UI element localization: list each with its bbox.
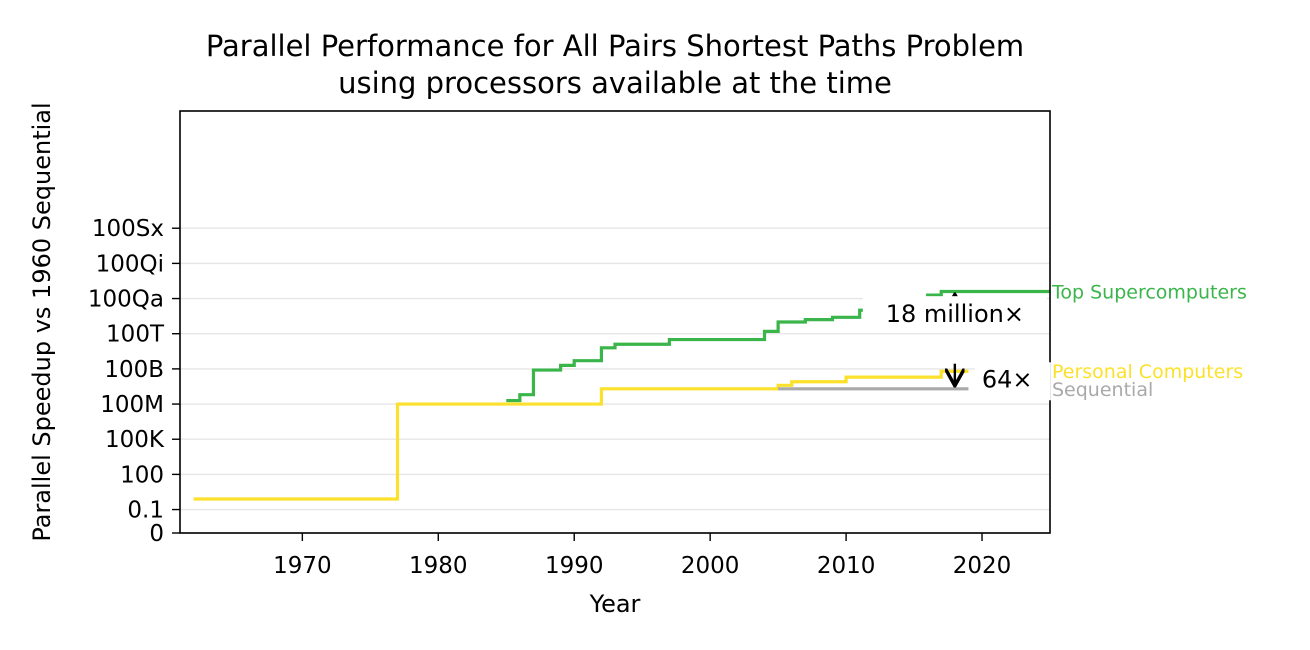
y-tick-label: 100Qa (88, 287, 164, 313)
series-label-personal-computers: Personal Computers (1052, 361, 1243, 383)
annotation-18-million-box (862, 296, 1047, 333)
chart-title-line-1: Parallel Performance for All Pairs Short… (206, 29, 1024, 63)
x-axis-label: Year (589, 590, 641, 618)
series-label-top-supercomputers: Top Supercomputers (1051, 282, 1247, 304)
y-tick-label: 0.1 (127, 498, 164, 524)
y-tick-label: 100Sx (92, 216, 164, 242)
x-tick-label: 2000 (681, 553, 740, 579)
x-tick-label: 2020 (953, 553, 1012, 579)
y-tick-label: 100B (104, 357, 164, 383)
y-tick-label: 0 (149, 521, 164, 547)
grid-lines (180, 227, 1050, 534)
x-tick-label: 1970 (273, 553, 332, 579)
x-tick-label: 1980 (409, 553, 468, 579)
x-tick-label: 1990 (545, 553, 604, 579)
chart-title-line-2: using processors available at the time (338, 66, 892, 100)
y-tick-label: 100K (105, 427, 165, 453)
y-tick-label: 100 (120, 462, 164, 488)
x-axis: 1970 1980 1990 2000 2010 2020 (273, 533, 1011, 579)
y-tick-label: 100M (100, 392, 164, 418)
series-line-personal-computers (193, 369, 969, 501)
x-tick-label: 2010 (817, 553, 876, 579)
annotation-64x-box (974, 362, 1051, 401)
y-axis-label: Parallel Speedup vs 1960 Sequential (28, 102, 56, 541)
y-axis: 00.1 100 100K 100M 100B 100T 100Qa 100Qi 100Sx (88, 216, 180, 547)
y-tick-label: 100Qi (96, 251, 164, 277)
series-labels: Top Supercomputers Personal ComputersSequ… (1051, 282, 1247, 401)
annotations: 18 million× 64× (862, 295, 1051, 401)
series-label-sequential: Sequential (1052, 379, 1153, 401)
y-tick-label: 100T (106, 322, 165, 348)
annotation-64x-label: 64× (982, 365, 1033, 393)
annotation-18-million-label: 18 million× (886, 300, 1024, 328)
plot-area-frame (179, 110, 1051, 534)
